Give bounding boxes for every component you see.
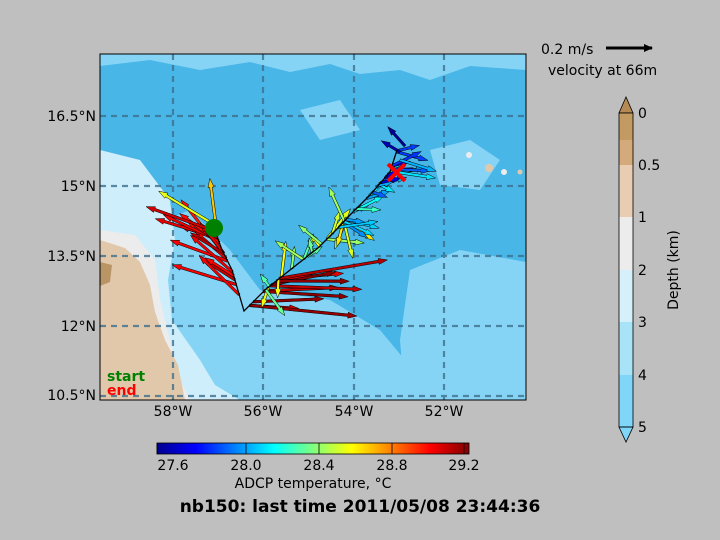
deep-water-patch (430, 140, 500, 190)
start-marker (205, 219, 223, 237)
land (100, 262, 112, 286)
velocity-arrow (399, 158, 438, 172)
velocity-arrow (279, 258, 389, 280)
temperature-tick-label: 28.4 (303, 458, 334, 474)
depth-colorbar-label: Depth (km) (666, 230, 682, 310)
velocity-arrow (189, 234, 234, 274)
temperature-colorbar-ticks (156, 443, 465, 454)
lon-tick-label: 54°W (335, 404, 374, 420)
deep-water-patch (100, 54, 526, 80)
depth-colorbar-band (619, 217, 633, 270)
velocity-arrow (345, 217, 366, 225)
velocity-arrow (171, 264, 237, 287)
depth-tick-label: 3 (638, 315, 647, 331)
velocity-arrow (328, 186, 346, 223)
depth-tick-label: 0 (638, 106, 647, 122)
velocity-arrow (263, 289, 349, 300)
depth-ticks: 0 0.5 1 2 3 4 5 (638, 106, 660, 436)
depth-colorbar-band (619, 165, 633, 217)
depth-colorbar-top-cap (618, 96, 634, 114)
velocity-arrow (371, 190, 389, 198)
depth-tick-label: 5 (638, 420, 647, 436)
velocity-arrow (259, 273, 271, 288)
lon-tick-label: 52°W (425, 404, 464, 420)
temperature-tick-label: 27.6 (157, 458, 188, 474)
temperature-colorbar: 27.6 28.0 28.4 28.8 29.2 ADCP temperatur… (156, 442, 480, 492)
velocity-arrow (274, 240, 305, 261)
depth-tick-label: 4 (638, 368, 647, 384)
map-border (99, 53, 527, 401)
lat-tick-label: 10.5°N (47, 388, 96, 404)
depth-colorbar-band (619, 322, 633, 375)
depth-colorbar-band (619, 375, 633, 427)
velocity-arrow (391, 151, 423, 168)
temperature-colorbar-label: ADCP temperature, °C (235, 476, 392, 492)
lat-tick-label: 12°N (61, 319, 96, 335)
legend-start: start (107, 369, 145, 385)
temperature-tick-label: 28.8 (376, 458, 407, 474)
velocity-arrow (279, 240, 289, 278)
temperature-colorbar-gradient (156, 442, 470, 455)
lon-tick-label: 58°W (154, 404, 193, 420)
deep-water-patch (140, 210, 410, 400)
velocity-arrow (157, 190, 212, 224)
depth-colorbar-band (619, 140, 633, 165)
velocity-arrow (387, 126, 407, 148)
velocity-arrow (145, 206, 213, 232)
island (466, 152, 472, 158)
velocity-arrow (198, 254, 241, 297)
map-panel (100, 54, 526, 400)
velocity-arrow (355, 206, 382, 213)
legend-end: end (107, 383, 136, 399)
depth-colorbar-band (619, 113, 633, 140)
lat-ticks: 16.5°N 15°N 13.5°N 12°N 10.5°N (47, 109, 96, 404)
ship-track (213, 149, 398, 313)
temperature-tick-label: 29.2 (448, 458, 479, 474)
scale-arrow-caption: velocity at 66m (548, 63, 657, 79)
depth-colorbar-band (619, 270, 633, 322)
lat-tick-label: 16.5°N (47, 109, 96, 125)
velocity-arrow (297, 224, 323, 246)
land (100, 240, 185, 400)
island (517, 169, 523, 175)
lon-ticks: 58°W 56°W 54°W 52°W (154, 404, 464, 420)
depth-tick-label: 2 (638, 263, 647, 279)
temperature-tick-labels: 27.6 28.0 28.4 28.8 29.2 (157, 458, 479, 474)
lat-tick-label: 15°N (61, 179, 96, 195)
depth-colorbar-frame (618, 112, 634, 428)
velocity-arrow (270, 284, 363, 293)
velocity-arrow (306, 246, 323, 258)
gridlines (100, 54, 526, 400)
deep-water-patch (300, 100, 360, 140)
depth-colorbar: 0 0.5 1 2 3 4 5 Depth (km) (618, 96, 682, 443)
velocity-arrow (395, 170, 437, 180)
lat-tick-label: 13.5°N (47, 249, 96, 265)
velocity-arrow (276, 277, 350, 285)
velocity-arrow (249, 303, 358, 319)
island (485, 164, 493, 172)
depth-colorbar-bottom-cap (618, 426, 634, 443)
velocity-arrow (326, 237, 366, 246)
scale-arrow-value: 0.2 m/s (541, 42, 593, 58)
velocity-arrow (380, 140, 402, 154)
velocity-arrow (264, 288, 286, 317)
lon-tick-label: 56°W (244, 404, 283, 420)
island (501, 169, 507, 175)
depth-tick-label: 0.5 (638, 158, 660, 174)
figure-title: nb150: last time 2011/05/08 23:44:36 (180, 497, 541, 517)
end-marker (386, 162, 407, 183)
velocity-arrow (338, 219, 379, 229)
temperature-tick-label: 28.0 (230, 458, 261, 474)
depth-tick-label: 1 (638, 210, 647, 226)
